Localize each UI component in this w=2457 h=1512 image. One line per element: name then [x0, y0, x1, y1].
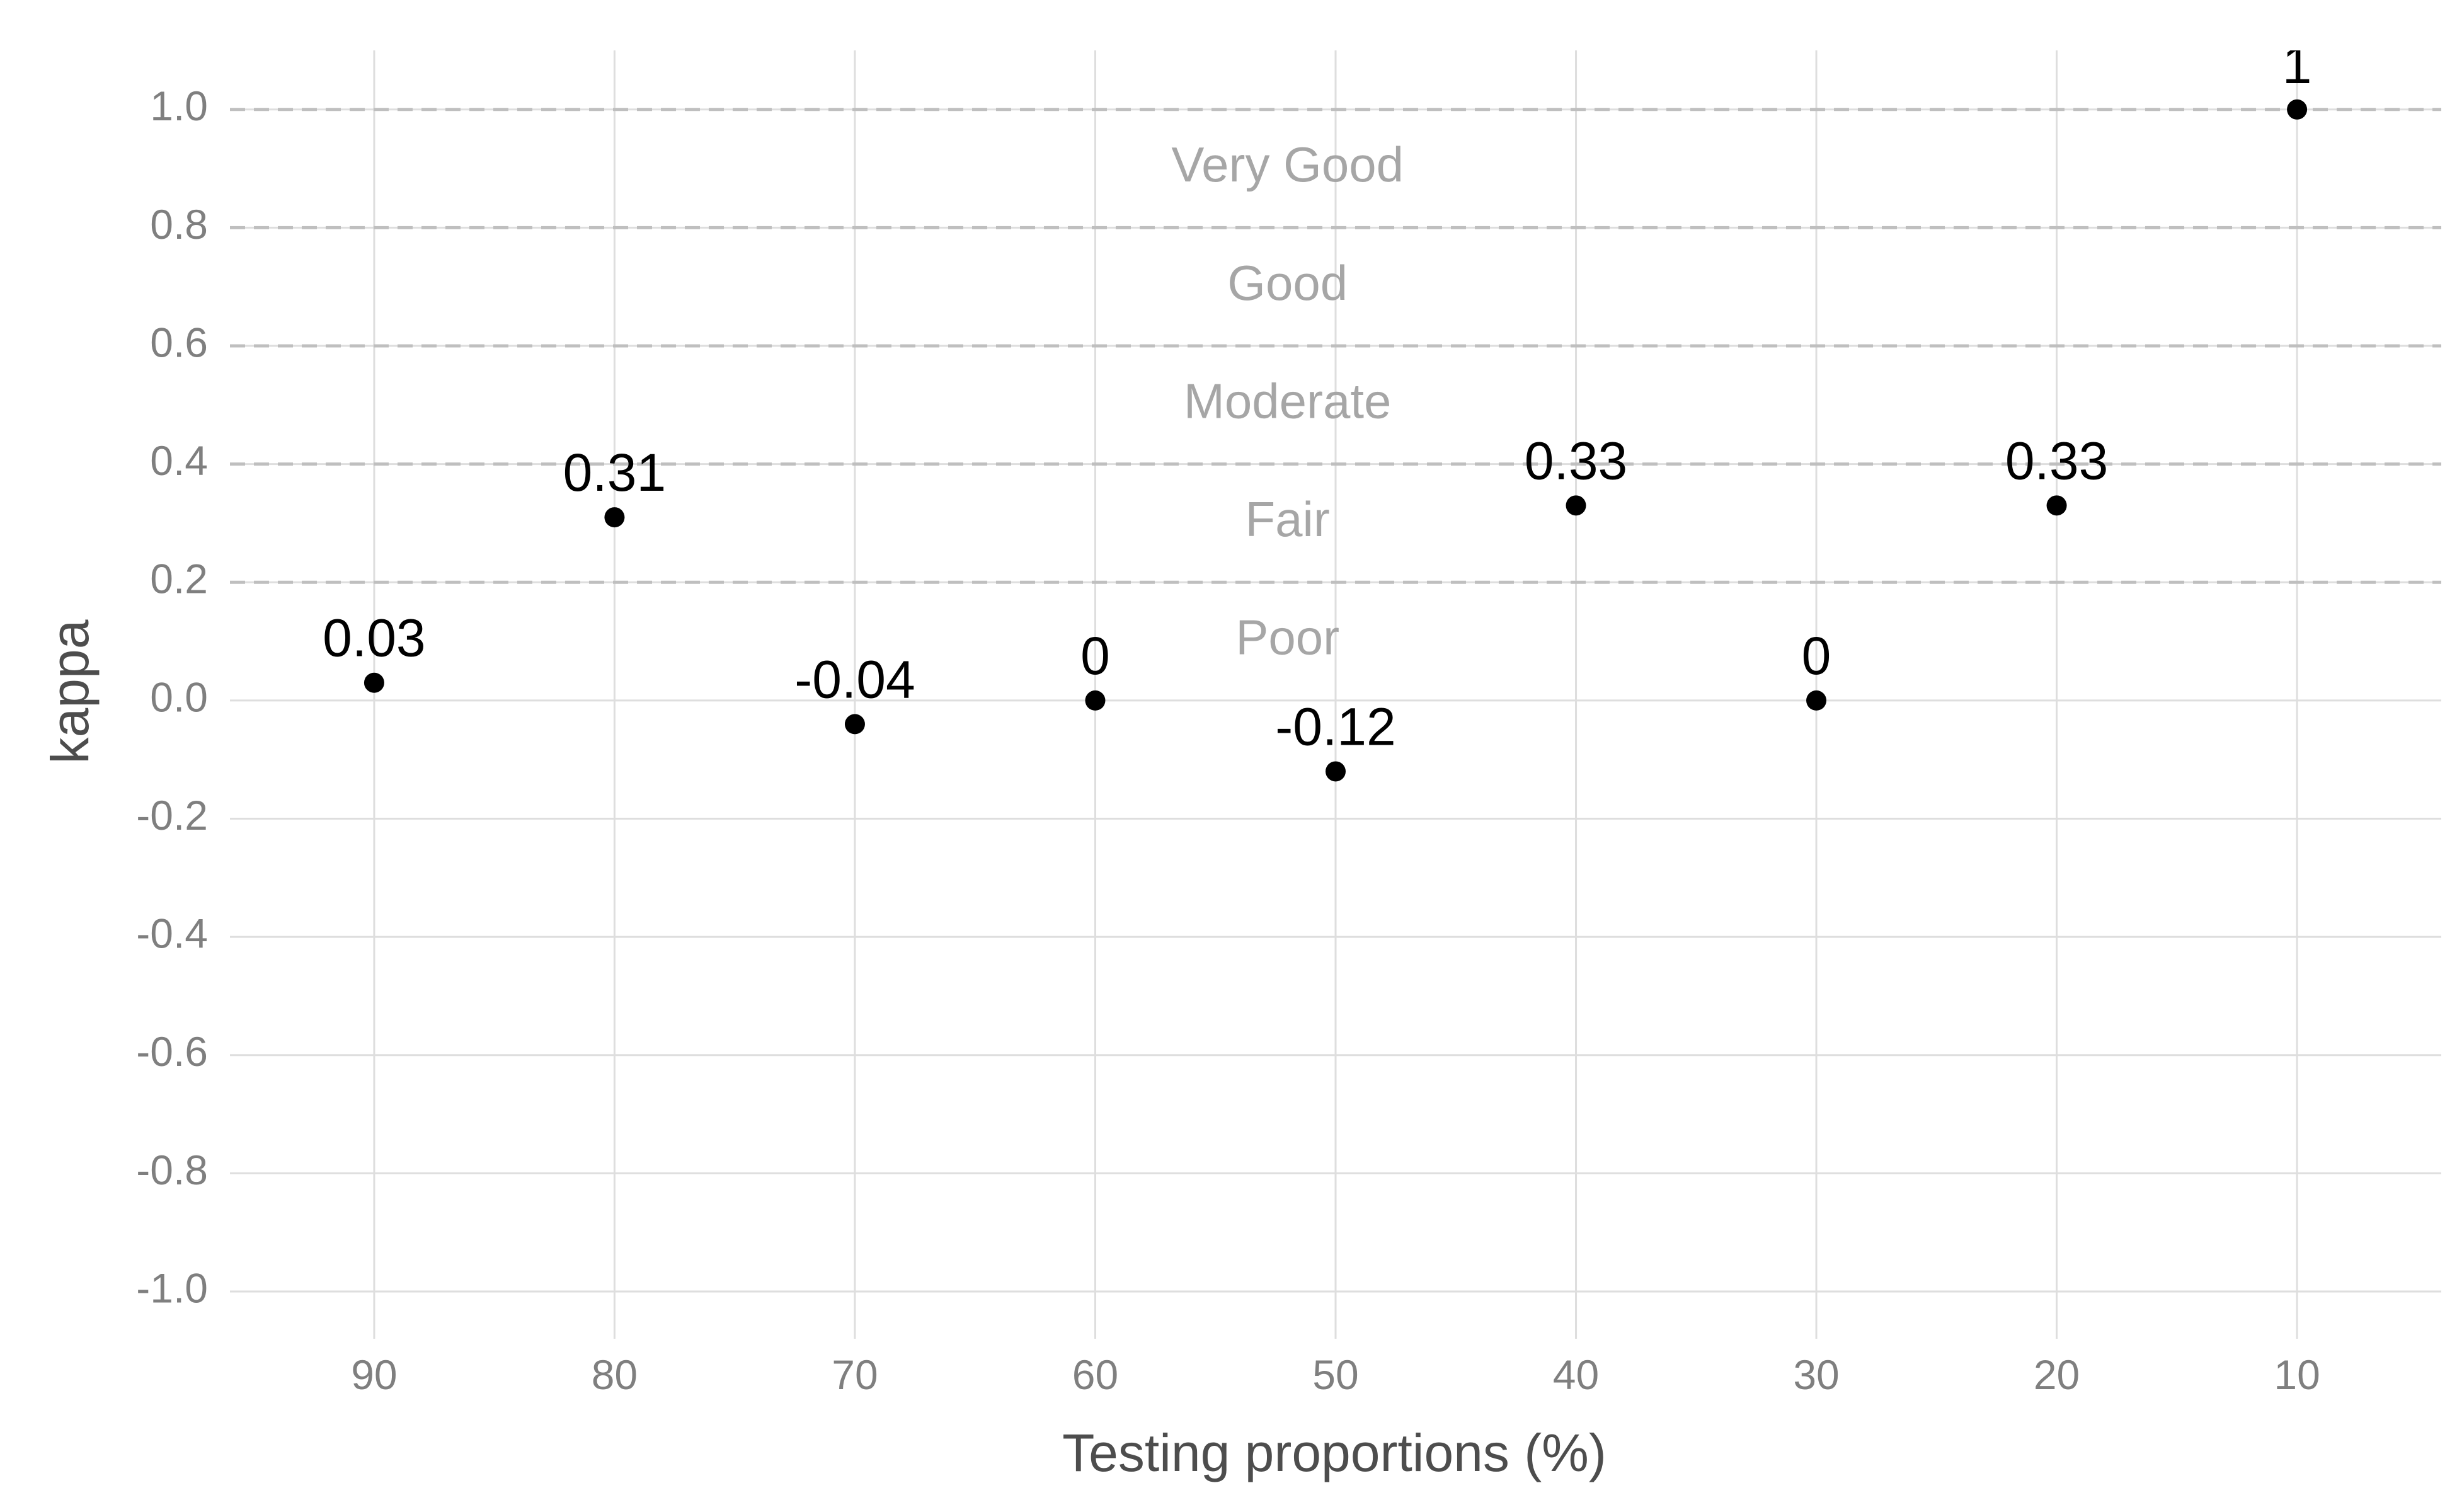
data-label-x60: 0: [1080, 626, 1110, 685]
x-tick-label-10: 10: [2274, 1351, 2320, 1398]
y-axis-title: kappa: [40, 619, 100, 764]
data-label-x80: 0.31: [563, 443, 667, 502]
data-label-x40: 0.33: [1525, 431, 1628, 490]
y-tick-label-0.0: 0.0: [150, 673, 208, 720]
data-point-x20: [2046, 495, 2067, 516]
data-points: [364, 99, 2308, 782]
y-tick-label--0.8: -0.8: [136, 1147, 208, 1193]
band-labels: Very Good Good Moderate Fair Poor: [1171, 137, 1404, 665]
data-label-x70: -0.04: [794, 650, 915, 709]
x-tick-label-20: 20: [2034, 1351, 2080, 1398]
threshold-lines: [230, 108, 2441, 584]
data-point-x80: [604, 507, 625, 528]
data-label-x50: -0.12: [1275, 697, 1395, 756]
x-tick-label-90: 90: [351, 1351, 397, 1398]
data-labels: 0.03 0.31 -0.04 0 -0.12 0.33 0 0.33 1: [323, 35, 2312, 756]
y-tick-labels: 1.0 0.8 0.6 0.4 0.2 0.0 -0.2 -0.4 -0.6 -0.8 -1.0: [136, 83, 208, 1311]
x-tick-label-70: 70: [832, 1351, 878, 1398]
y-tick-label-1.0: 1.0: [150, 83, 208, 129]
y-tick-label-0.4: 0.4: [150, 437, 208, 484]
x-tick-label-50: 50: [1312, 1351, 1358, 1398]
data-point-x90: [364, 672, 384, 693]
y-tick-label-0.2: 0.2: [150, 556, 208, 602]
data-label-x10: 1: [2282, 35, 2312, 94]
y-tick-label-0.8: 0.8: [150, 201, 208, 248]
data-point-x40: [1566, 495, 1586, 516]
x-tick-label-40: 40: [1553, 1351, 1599, 1398]
data-point-x30: [1806, 690, 1827, 711]
x-tick-labels: 90 80 70 60 50 40 30 20 10: [351, 1351, 2320, 1398]
band-label-moderate: Moderate: [1184, 373, 1392, 428]
y-tick-label-0.6: 0.6: [150, 319, 208, 365]
data-point-x70: [844, 714, 865, 735]
data-point-x10: [2287, 99, 2308, 120]
x-tick-label-80: 80: [592, 1351, 638, 1398]
data-label-x30: 0: [1802, 626, 1831, 685]
y-tick-label--1.0: -1.0: [136, 1264, 208, 1311]
data-point-x60: [1085, 690, 1106, 711]
band-label-very-good: Very Good: [1171, 137, 1404, 192]
x-axis-title: Testing proportions (%): [1062, 1423, 1606, 1482]
data-label-x90: 0.03: [323, 609, 426, 668]
y-tick-label--0.2: -0.2: [136, 792, 208, 839]
grid-lines: [230, 50, 2441, 1339]
data-point-x50: [1326, 761, 1346, 782]
band-label-fair: Fair: [1246, 491, 1330, 547]
y-tick-label--0.6: -0.6: [136, 1028, 208, 1075]
band-label-poor: Poor: [1235, 610, 1339, 665]
x-tick-label-30: 30: [1793, 1351, 1839, 1398]
y-tick-label--0.4: -0.4: [136, 910, 208, 957]
band-label-good: Good: [1227, 255, 1348, 311]
data-label-x20: 0.33: [2005, 431, 2109, 490]
x-tick-label-60: 60: [1072, 1351, 1118, 1398]
